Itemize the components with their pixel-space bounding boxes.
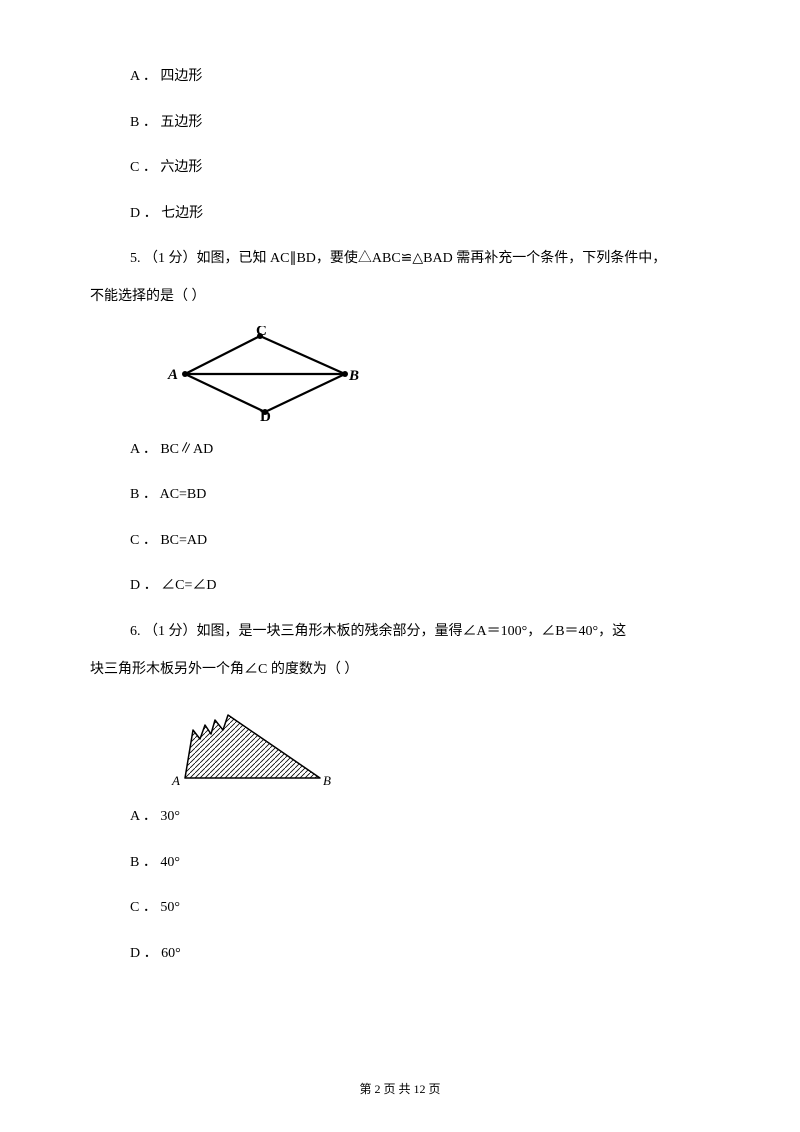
option-text: 五边形 — [160, 115, 202, 130]
option-text: 四边形 — [160, 69, 202, 84]
q5-text-line1: 5. （1 分）如图，已知 AC∥BD，要使△ABC≌△BAD 需再补充一个条件… — [90, 242, 710, 276]
q6-option-c[interactable]: C ． 50° — [130, 891, 710, 925]
q6-option-d[interactable]: D ． 60° — [130, 937, 710, 971]
option-text: ∠C=∠D — [161, 578, 216, 593]
option-label: B ． — [130, 115, 157, 130]
option-label: A ． — [130, 69, 157, 84]
q4-option-a[interactable]: A ． 四边形 — [130, 60, 710, 94]
option-text: 60° — [161, 946, 181, 961]
option-label: C ． — [130, 160, 157, 175]
page-footer: 第 2 页 共 12 页 — [0, 1075, 800, 1104]
q4-option-d[interactable]: D ． 七边形 — [130, 197, 710, 231]
q5-option-c[interactable]: C ． BC=AD — [130, 524, 710, 558]
q5-text-line2: 不能选择的是（ ） — [90, 280, 710, 314]
svg-text:A: A — [171, 773, 180, 788]
q6-figure: AB — [165, 698, 710, 788]
option-text: 40° — [160, 855, 180, 870]
q5-option-b[interactable]: B ． AC=BD — [130, 478, 710, 512]
option-label: B ． — [130, 855, 157, 870]
q4-option-c[interactable]: C ． 六边形 — [130, 151, 710, 185]
rhombus-diagram: A B C D — [165, 326, 360, 421]
q6-option-b[interactable]: B ． 40° — [130, 846, 710, 880]
option-label: D ． — [130, 206, 158, 221]
option-label: C ． — [130, 533, 157, 548]
q6-text-line2: 块三角形木板另外一个角∠C 的度数为（ ） — [90, 653, 710, 687]
svg-text:B: B — [323, 773, 331, 788]
option-text: 七边形 — [161, 206, 203, 221]
option-text: 六边形 — [160, 160, 202, 175]
q6-option-a[interactable]: A ． 30° — [130, 800, 710, 834]
option-text: 50° — [160, 900, 180, 915]
option-text: BC∥AD — [160, 442, 213, 457]
option-label: D ． — [130, 946, 158, 961]
q5-figure: A B C D — [165, 326, 710, 421]
option-label: A ． — [130, 442, 157, 457]
svg-text:C: C — [256, 326, 267, 339]
option-text: AC=BD — [160, 487, 207, 502]
q5-option-d[interactable]: D ． ∠C=∠D — [130, 569, 710, 603]
q4-option-b[interactable]: B ． 五边形 — [130, 106, 710, 140]
svg-text:D: D — [260, 409, 271, 421]
q5-option-a[interactable]: A ． BC∥AD — [130, 433, 710, 467]
q6-text-line1: 6. （1 分）如图，是一块三角形木板的残余部分，量得∠A＝100°，∠B＝40… — [90, 615, 710, 649]
svg-text:B: B — [348, 368, 359, 384]
svg-text:A: A — [167, 367, 178, 383]
option-label: D ． — [130, 578, 158, 593]
triangle-fragment-diagram: AB — [165, 698, 340, 788]
option-label: A ． — [130, 809, 157, 824]
option-label: C ． — [130, 900, 157, 915]
option-text: BC=AD — [160, 533, 207, 548]
option-text: 30° — [160, 809, 180, 824]
option-label: B ． — [130, 487, 157, 502]
